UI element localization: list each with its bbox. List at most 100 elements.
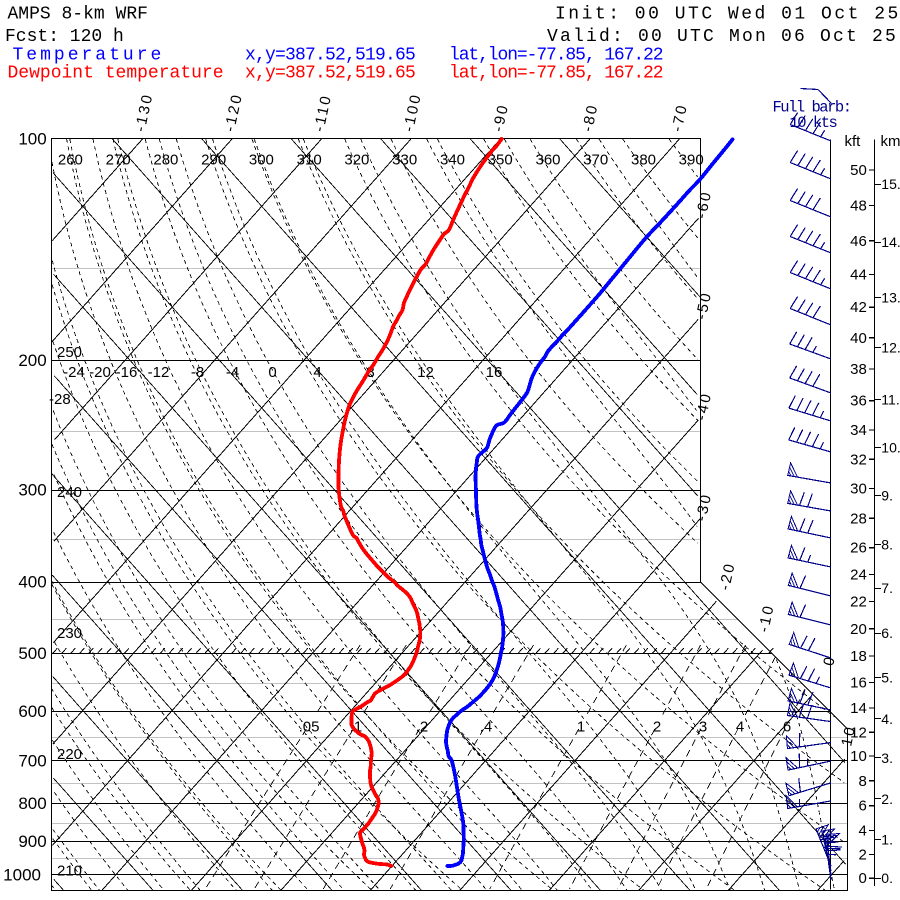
svg-text:44: 44 [850, 267, 867, 284]
svg-text:-50: -50 [693, 290, 716, 322]
svg-text:600: 600 [18, 702, 46, 721]
svg-text:-24: -24 [63, 364, 85, 381]
svg-text:0.: 0. [881, 870, 893, 886]
svg-text:4: 4 [858, 822, 866, 839]
svg-text:50: 50 [850, 162, 867, 179]
svg-text:9.: 9. [881, 488, 893, 504]
svg-text:260: 260 [58, 152, 83, 169]
svg-text:8: 8 [366, 364, 374, 381]
svg-text:7.: 7. [881, 580, 893, 596]
svg-text:-28: -28 [49, 391, 71, 408]
svg-text:8: 8 [858, 773, 866, 790]
svg-text:3: 3 [699, 719, 707, 736]
svg-text:6.: 6. [881, 625, 893, 641]
svg-text:250: 250 [57, 344, 82, 361]
svg-text:26: 26 [850, 540, 867, 557]
svg-text:-60: -60 [693, 189, 716, 221]
svg-text:300: 300 [249, 152, 274, 169]
svg-text:-20: -20 [716, 560, 739, 592]
svg-text:-20: -20 [89, 364, 111, 381]
svg-text:320: 320 [344, 152, 369, 169]
svg-text:220: 220 [57, 746, 82, 763]
svg-text:2.: 2. [881, 791, 893, 807]
svg-text:230: 230 [57, 625, 82, 642]
svg-text:1000: 1000 [3, 866, 41, 885]
svg-text:280: 280 [153, 152, 178, 169]
svg-text:0: 0 [820, 653, 839, 667]
svg-text:11.: 11. [881, 391, 899, 407]
svg-text:Dewpoint temperature: Dewpoint temperature [8, 64, 224, 84]
svg-text:-16: -16 [116, 364, 138, 381]
svg-text:360: 360 [535, 152, 560, 169]
svg-text:270: 270 [106, 152, 131, 169]
svg-text:-80: -80 [579, 102, 602, 134]
svg-text:390: 390 [679, 152, 704, 169]
svg-text:310: 310 [297, 152, 322, 169]
svg-text:48: 48 [850, 197, 867, 214]
svg-text:Valid: 00 UTC Mon 06 Oct 25: Valid: 00 UTC Mon 06 Oct 25 [547, 27, 898, 47]
svg-text:4: 4 [736, 719, 744, 736]
svg-text:290: 290 [201, 152, 226, 169]
svg-text:34: 34 [850, 422, 867, 439]
svg-text:0: 0 [858, 870, 866, 887]
svg-text:.2: .2 [416, 719, 429, 736]
svg-text:-90: -90 [490, 102, 513, 134]
svg-text:10 kts: 10 kts [790, 114, 838, 132]
svg-text:46: 46 [850, 233, 867, 250]
svg-text:Full barb:: Full barb: [773, 99, 851, 117]
svg-text:lat,lon=-77.85, 167.22: lat,lon=-77.85, 167.22 [449, 64, 663, 84]
svg-text:100: 100 [18, 130, 46, 149]
svg-text:5.: 5. [881, 670, 893, 686]
svg-text:AMPS 8-km WRF: AMPS 8-km WRF [8, 5, 148, 25]
svg-text:32: 32 [850, 451, 867, 468]
svg-text:210: 210 [57, 863, 82, 880]
svg-text:6: 6 [858, 798, 866, 815]
svg-text:kft: kft [845, 133, 862, 150]
svg-text:20: 20 [850, 621, 867, 638]
svg-text:22: 22 [850, 593, 867, 610]
svg-text:x,y=387.52,519.65: x,y=387.52,519.65 [245, 64, 415, 84]
svg-text:-8: -8 [191, 364, 204, 381]
svg-text:900: 900 [18, 832, 46, 851]
svg-text:370: 370 [583, 152, 608, 169]
svg-text:-70: -70 [669, 102, 692, 134]
svg-text:10: 10 [838, 723, 859, 747]
svg-text:12: 12 [850, 724, 867, 741]
svg-text:0: 0 [268, 364, 276, 381]
svg-text:Temperature: Temperature [13, 46, 165, 66]
svg-text:Fcst: 120 h: Fcst: 120 h [5, 27, 124, 47]
svg-text:350: 350 [488, 152, 513, 169]
svg-text:240: 240 [57, 484, 82, 501]
svg-text:380: 380 [631, 152, 656, 169]
svg-text:2: 2 [653, 719, 661, 736]
svg-text:340: 340 [440, 152, 465, 169]
svg-text:lat,lon=-77.85, 167.22: lat,lon=-77.85, 167.22 [449, 46, 663, 66]
svg-text:.05: .05 [299, 719, 320, 736]
svg-text:40: 40 [850, 330, 867, 347]
svg-text:700: 700 [18, 752, 46, 771]
svg-text:14.: 14. [881, 234, 900, 250]
svg-text:-12: -12 [148, 364, 170, 381]
svg-text:km: km [881, 133, 900, 150]
svg-text:300: 300 [18, 481, 46, 500]
svg-text:38: 38 [850, 361, 867, 378]
svg-text:14: 14 [850, 700, 867, 717]
svg-text:330: 330 [392, 152, 417, 169]
svg-text:-4: -4 [226, 364, 239, 381]
svg-text:2: 2 [858, 847, 866, 864]
svg-text:-40: -40 [693, 390, 716, 422]
svg-text:10.: 10. [881, 440, 900, 456]
svg-text:200: 200 [18, 351, 46, 370]
svg-text:.4: .4 [480, 719, 493, 736]
svg-text:18: 18 [850, 648, 867, 665]
svg-text:400: 400 [18, 573, 46, 592]
svg-text:800: 800 [18, 794, 46, 813]
svg-text:16: 16 [486, 364, 503, 381]
svg-text:3.: 3. [881, 750, 893, 766]
svg-text:15.: 15. [881, 176, 900, 192]
svg-text:1.: 1. [881, 831, 893, 847]
svg-text:10: 10 [850, 748, 867, 765]
svg-text:1: 1 [577, 719, 585, 736]
svg-text:24: 24 [850, 566, 867, 583]
svg-text:12: 12 [417, 364, 434, 381]
